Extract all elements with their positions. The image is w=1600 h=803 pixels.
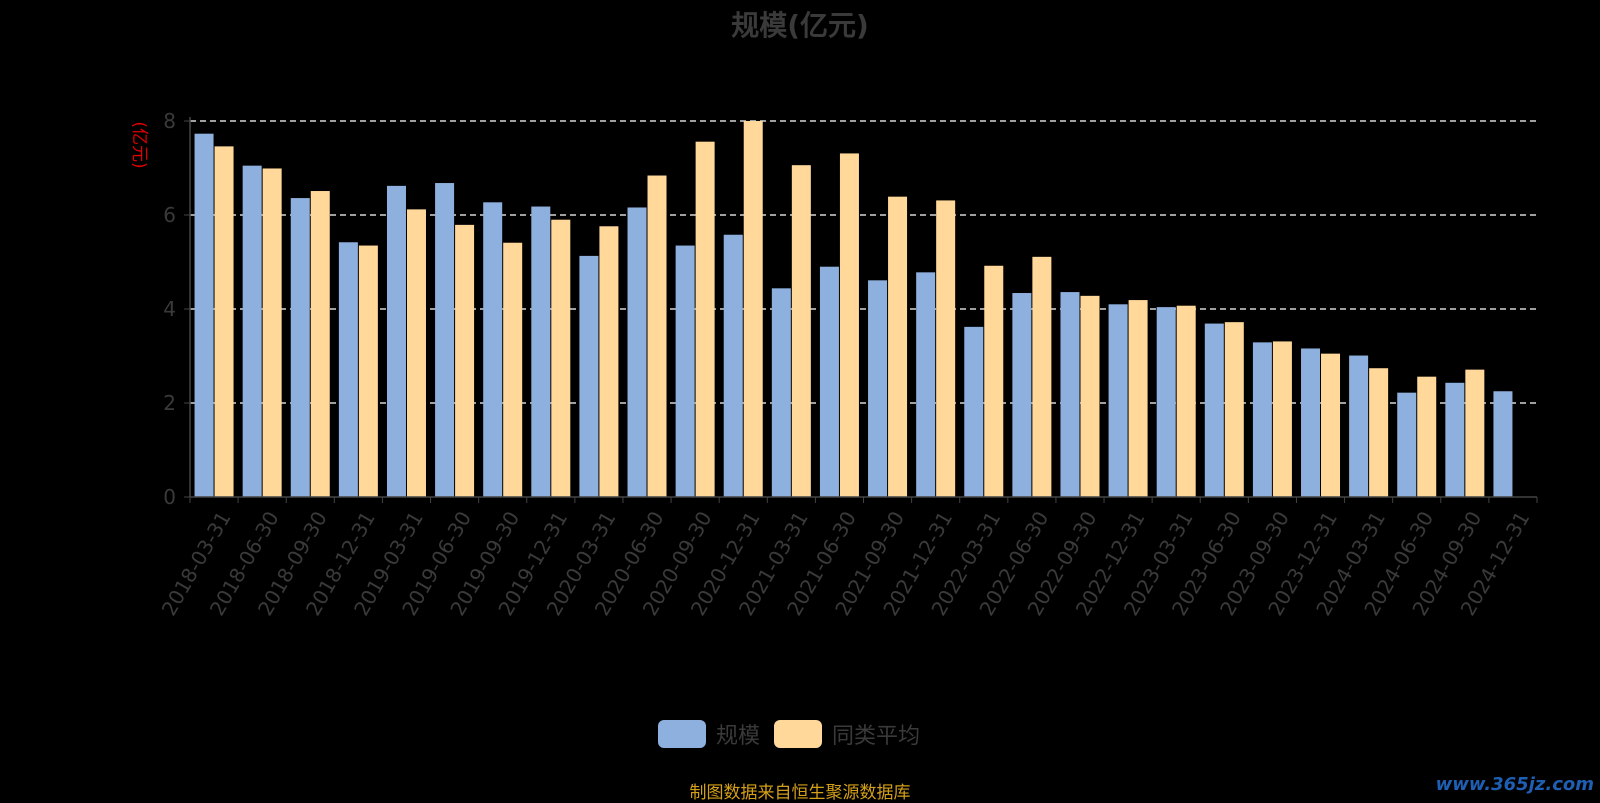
bar-peer-average xyxy=(1321,353,1341,497)
bar-scale xyxy=(242,165,262,497)
bar-scale xyxy=(386,185,406,498)
bar-scale xyxy=(1252,342,1272,497)
bar-peer-average xyxy=(1417,376,1437,497)
bar-scale xyxy=(723,234,743,498)
bar-scale xyxy=(771,288,791,497)
bar-scale xyxy=(338,242,358,497)
bar-peer-average xyxy=(936,200,956,497)
bar-peer-average xyxy=(1224,322,1244,497)
legend-swatch-peer-average xyxy=(774,720,823,748)
y-tick-label: 6 xyxy=(163,203,176,227)
bar-peer-average xyxy=(503,242,523,497)
bar-peer-average xyxy=(743,121,763,497)
bar-peer-average xyxy=(599,226,619,497)
bar-peer-average xyxy=(1080,295,1100,497)
y-tick-label: 0 xyxy=(163,485,176,509)
bar-peer-average xyxy=(1369,368,1389,497)
legend-label-peer-average: 同类平均 xyxy=(832,724,921,749)
bar-scale xyxy=(627,207,647,498)
bar-peer-average xyxy=(406,209,426,498)
bar-peer-average xyxy=(984,265,1004,497)
bar-scale xyxy=(819,266,839,497)
bar-scale xyxy=(579,255,599,497)
y-axis-label: (亿元) xyxy=(129,121,149,168)
bar-scale xyxy=(531,206,551,498)
bar-scale xyxy=(675,245,695,497)
bar-peer-average xyxy=(888,196,908,498)
legend-label-scale: 规模 xyxy=(716,724,761,749)
bars xyxy=(194,121,1513,498)
bar-scale xyxy=(194,133,214,497)
y-tick-label: 4 xyxy=(163,297,176,321)
y-tick-label: 2 xyxy=(163,391,176,415)
bar-scale xyxy=(1349,355,1369,497)
bar-scale xyxy=(1445,382,1465,497)
bar-peer-average xyxy=(839,153,859,497)
y-tick-label: 8 xyxy=(163,109,176,133)
bar-peer-average xyxy=(1128,300,1148,497)
bar-peer-average xyxy=(1176,305,1196,497)
bar-peer-average xyxy=(214,146,234,497)
bar-scale xyxy=(1493,391,1513,497)
bar-scale xyxy=(1301,348,1321,497)
bar-peer-average xyxy=(1465,369,1485,497)
bar-scale xyxy=(964,326,984,497)
bar-peer-average xyxy=(695,141,715,497)
legend-item-peer-average[interactable]: 同类平均 xyxy=(774,718,920,750)
bar-scale xyxy=(1204,323,1224,497)
bar-scale xyxy=(483,202,503,497)
bar-scale xyxy=(1108,304,1128,497)
bar-peer-average xyxy=(455,224,475,497)
legend: 规模 同类平均 xyxy=(658,718,934,750)
bar-peer-average xyxy=(647,175,667,497)
bar-scale xyxy=(1060,292,1080,497)
bar-peer-average xyxy=(1272,341,1292,497)
bar-peer-average xyxy=(262,168,282,497)
bar-scale xyxy=(916,272,936,497)
bar-peer-average xyxy=(358,245,378,497)
bar-scale xyxy=(868,280,888,497)
legend-swatch-scale xyxy=(658,720,706,748)
bar-peer-average xyxy=(791,165,811,497)
bar-scale xyxy=(1397,392,1417,497)
bar-peer-average xyxy=(310,191,330,497)
watermark: www.365jz.com xyxy=(1435,774,1594,795)
bar-scale xyxy=(435,183,455,498)
data-source-note: 制图数据来自恒生聚源数据库 xyxy=(689,783,911,803)
bar-scale xyxy=(1012,293,1032,497)
bar-peer-average xyxy=(1032,256,1052,497)
chart-title: 规模(亿元) xyxy=(731,9,869,42)
bar-scale xyxy=(290,198,310,497)
bar-scale xyxy=(1156,307,1176,497)
bar-peer-average xyxy=(551,219,571,497)
legend-item-scale[interactable]: 规模 xyxy=(658,718,760,750)
